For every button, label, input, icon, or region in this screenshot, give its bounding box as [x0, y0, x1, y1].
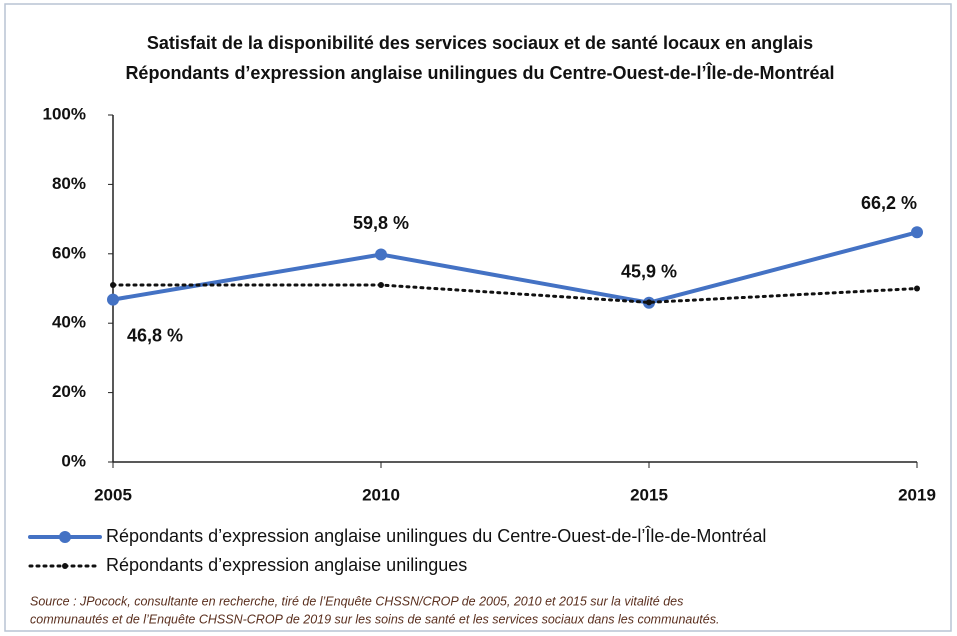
- x-tick-label: 2019: [898, 485, 936, 504]
- y-tick-label: 20%: [52, 382, 86, 401]
- point: [914, 285, 920, 292]
- x-tick-label: 2015: [630, 485, 668, 504]
- legend-label: Répondants d’expression anglaise uniling…: [106, 555, 467, 575]
- chart-subtitle: Répondants d’expression anglaise uniling…: [125, 62, 834, 83]
- point: [107, 293, 119, 306]
- data-label: 46,8 %: [127, 325, 183, 345]
- legend-label: Répondants d’expression anglaise uniling…: [106, 526, 766, 546]
- legend-marker: [62, 563, 68, 569]
- point: [110, 282, 116, 289]
- chart-title: Satisfait de la disponibilité des servic…: [147, 33, 813, 53]
- y-tick-label: 0%: [61, 451, 86, 470]
- y-tick-label: 80%: [52, 174, 86, 193]
- source-note: communautés et de l’Enquête CHSSN-CROP d…: [30, 612, 719, 626]
- source-note: Source : JPocock, consultante en recherc…: [30, 594, 683, 608]
- point: [375, 248, 387, 261]
- point: [378, 282, 384, 289]
- y-tick-label: 60%: [52, 243, 86, 262]
- y-tick-label: 100%: [43, 104, 86, 123]
- point: [646, 299, 652, 306]
- series-line: [111, 283, 919, 304]
- y-tick-label: 40%: [52, 313, 86, 332]
- data-label: 59,8 %: [353, 213, 409, 233]
- data-label: 66,2 %: [861, 193, 917, 213]
- series-line: [111, 230, 919, 305]
- data-label: 45,9 %: [621, 261, 677, 281]
- x-tick-label: 2010: [362, 485, 400, 504]
- x-tick-label: 2005: [94, 485, 132, 504]
- point: [911, 226, 923, 239]
- legend-marker: [59, 531, 71, 543]
- frame: [4, 3, 952, 632]
